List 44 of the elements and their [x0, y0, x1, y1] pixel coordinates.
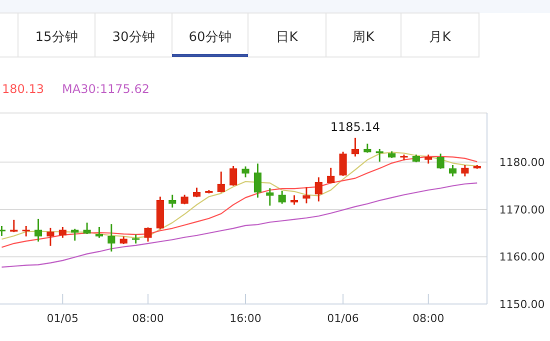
- candlestick: [242, 166, 250, 178]
- annotation: 1185.14: [330, 120, 380, 134]
- x-tick-label: 08:00: [132, 312, 164, 325]
- candlestick: [144, 226, 152, 242]
- line-series: [1, 182, 478, 268]
- candlestick: [436, 152, 444, 170]
- candlestick: [314, 176, 322, 202]
- candlestick: [34, 218, 42, 242]
- text: 60分钟: [188, 30, 232, 45]
- candlestick: [58, 226, 66, 239]
- candlestick: [351, 137, 360, 158]
- y-tick-label: 1180.00: [499, 156, 545, 170]
- candlestick: [217, 170, 225, 194]
- candlestick: [290, 194, 298, 206]
- text: 15分钟: [35, 30, 78, 45]
- x-tick-label: 01/06: [327, 312, 359, 325]
- text: 30分钟: [112, 30, 155, 45]
- text: 180.13: [2, 82, 44, 96]
- text: 日K: [276, 30, 298, 45]
- candlestick: [302, 186, 310, 204]
- candlestick: [278, 190, 286, 205]
- y-tick-label: 1150.00: [499, 298, 545, 311]
- candlestick: [266, 187, 274, 206]
- candlestick: [192, 186, 201, 198]
- candlestick: [254, 162, 262, 198]
- candlestick: [461, 164, 469, 178]
- candlestick: [168, 194, 176, 208]
- candlestick: [448, 164, 457, 178]
- y-tick-label: 1170.00: [499, 203, 545, 216]
- text: MA30:1175.62: [62, 82, 150, 96]
- x-tick-label: 08:00: [412, 312, 444, 325]
- candlestick: [339, 151, 347, 177]
- candlestick: [83, 222, 91, 235]
- candlestick: [95, 226, 104, 239]
- x-tick-label: 16:00: [230, 312, 262, 325]
- candlestick: [327, 167, 335, 184]
- text: 月K: [429, 30, 452, 45]
- candlestick: [230, 165, 238, 187]
- text: 周K: [352, 30, 375, 45]
- candlestick: [46, 227, 54, 247]
- candlestick: [22, 225, 30, 238]
- x-tick-label: 01/05: [46, 312, 79, 325]
- candlestick: [108, 223, 116, 252]
- y-tick-label: 1160.00: [499, 250, 545, 264]
